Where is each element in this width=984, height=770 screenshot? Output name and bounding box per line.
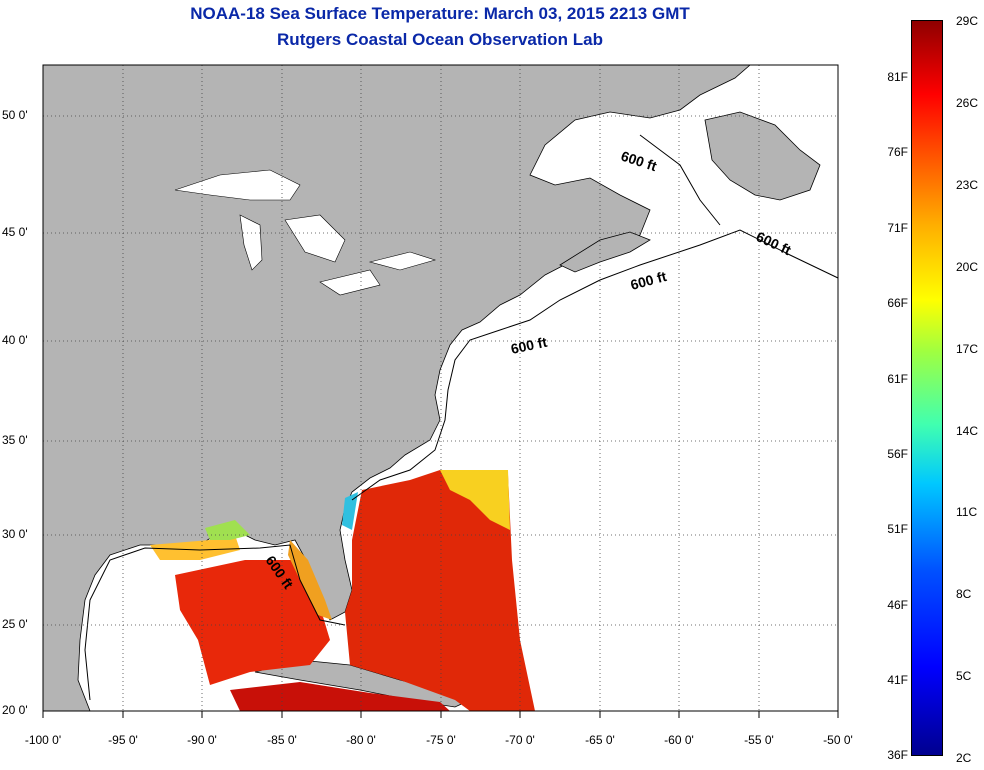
lon-label-75: -75 0' [426,733,456,747]
contour-label-4: 600 ft [509,334,548,357]
lat-label-35: 35 0' [2,433,28,447]
colorbar-c-label: 23C [956,178,979,192]
lon-label-80: -80 0' [346,733,376,747]
colorbar-f-label: 36F [887,748,908,762]
axis-ticks [42,711,839,718]
depth-contour-600ft [84,134,839,701]
colorbar-f-label: 66F [887,296,908,310]
colorbar-c-label: 17C [956,342,979,356]
colorbar-c-label: 20C [956,260,979,274]
colorbar-f-label: 61F [887,372,908,386]
colorbar-f-label: 56F [887,447,908,461]
graticule [43,65,838,711]
lon-label-60: -60 0' [664,733,694,747]
colorbar-f-label: 81F [887,70,908,84]
colorbar-c-label: 29C [956,14,979,28]
colorbar-c-label: 26C [956,96,979,110]
lon-label-50: -50 0' [823,733,853,747]
colorbar-f-label: 46F [887,598,908,612]
colorbar-c-label: 11C [956,505,978,519]
lon-label-85: -85 0' [267,733,297,747]
colorbar-f-label: 71F [887,221,908,235]
lon-label-100: -100 0' [24,733,62,747]
lat-label-25: 25 0' [2,617,28,631]
lon-label-65: -65 0' [585,733,615,747]
land-newfoundland [704,111,821,201]
lat-label-20: 20 0' [2,703,28,717]
lat-label-50: 50 0' [2,108,28,122]
temperature-colorbar [911,20,943,756]
colorbar-c-label: 2C [956,751,972,765]
lon-label-55: -55 0' [744,733,774,747]
lat-label-30: 30 0' [2,527,28,541]
map-subtitle: Rutgers Coastal Ocean Observation Lab [277,30,603,49]
lon-label-90: -90 0' [187,733,217,747]
lon-label-95: -95 0' [108,733,138,747]
map-title: NOAA-18 Sea Surface Temperature: March 0… [190,4,690,23]
colorbar-c-label: 8C [956,587,972,601]
colorbar-c-label: 5C [956,669,972,683]
land-nova-scotia [559,231,651,273]
sst-data [150,470,535,711]
lat-label-45: 45 0' [2,225,28,239]
colorbar-c-label: 14C [956,424,979,438]
colorbar-f-label: 41F [887,673,908,687]
colorbar-f-label: 76F [887,145,908,159]
great-lakes [174,169,437,296]
lon-label-70: -70 0' [505,733,535,747]
lat-label-40: 40 0' [2,333,28,347]
colorbar-f-label: 51F [887,522,908,536]
